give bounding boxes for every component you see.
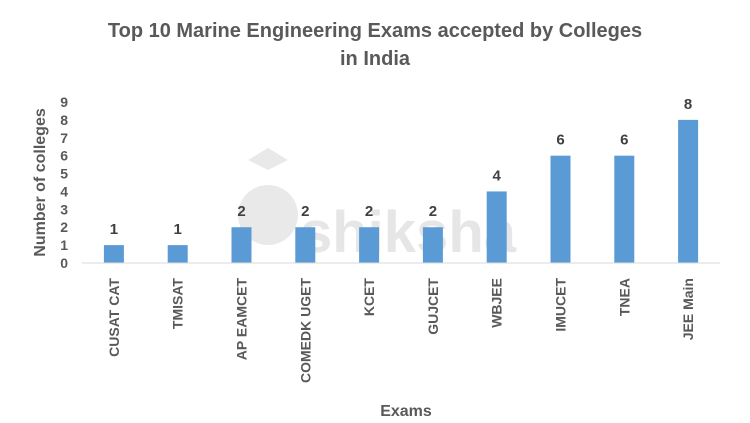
x-tick-label: KCET [361, 278, 377, 317]
data-label: 6 [620, 132, 628, 149]
bar [167, 245, 188, 263]
data-label: 2 [365, 203, 373, 220]
chart-title-line-2: in India [340, 48, 410, 70]
data-label: 2 [429, 203, 437, 220]
bar [295, 227, 316, 263]
bar [359, 227, 380, 263]
x-tick-label: AP EAMCET [234, 278, 250, 361]
x-tick-label: IMUCET [553, 278, 569, 332]
y-axis: 0 1 2 3 45 6 7 8 9 [60, 94, 68, 271]
watermark-cap-icon [248, 148, 288, 170]
x-tick-label: JEE Main [680, 278, 696, 340]
bar [614, 155, 635, 263]
y-tick-label: 2 [60, 219, 68, 235]
data-label: 4 [493, 167, 502, 184]
x-tick-label: CUSAT CAT [106, 278, 122, 357]
data-label: 2 [301, 203, 309, 220]
watermark-logo-icon [238, 185, 298, 245]
y-tick-label: 3 [60, 201, 68, 217]
watermark-text: shiksha [300, 200, 517, 265]
bar [422, 227, 443, 263]
watermark: shiksha [238, 148, 517, 265]
bar [550, 155, 571, 263]
chart-title-line-1: Top 10 Marine Engineering Exams accepted… [107, 20, 643, 42]
x-tick-label: WBJEE [489, 278, 505, 328]
data-label: 2 [237, 203, 245, 220]
y-tick-label: 7 [60, 130, 68, 146]
x-tick-label: GUJCET [425, 278, 441, 335]
y-tick-label: 8 [60, 112, 68, 128]
chart-title: Top 10 Marine Engineering Exams accepted… [0, 17, 750, 73]
bar [231, 227, 252, 263]
data-label: 1 [110, 221, 118, 238]
y-axis-label: Number of colleges [32, 108, 49, 257]
y-tick-label: 4 [60, 183, 68, 199]
bars: 1 1 2 2 2 2 4 6 6 8 [103, 96, 699, 263]
x-tick-label: COMEDK UGET [297, 278, 313, 383]
x-axis-label: Exams [380, 403, 432, 420]
data-label: 8 [684, 96, 692, 113]
y-tick-label: 9 [60, 94, 68, 110]
x-tick-label: TNEA [616, 278, 632, 316]
bar [103, 245, 124, 263]
data-label: 6 [556, 132, 564, 149]
y-tick-label: 6 [60, 148, 68, 164]
x-tick-label: TMISAT [170, 278, 186, 330]
x-axis: CUSAT CAT TMISAT AP EAMCET COMEDK UGET KCET G… [106, 278, 696, 383]
data-label: 1 [174, 221, 182, 238]
y-tick-label: 0 [60, 255, 68, 271]
bar [486, 191, 507, 263]
y-tick-label: 5 [60, 166, 68, 182]
bar [678, 119, 699, 263]
y-tick-label: 1 [60, 237, 68, 253]
